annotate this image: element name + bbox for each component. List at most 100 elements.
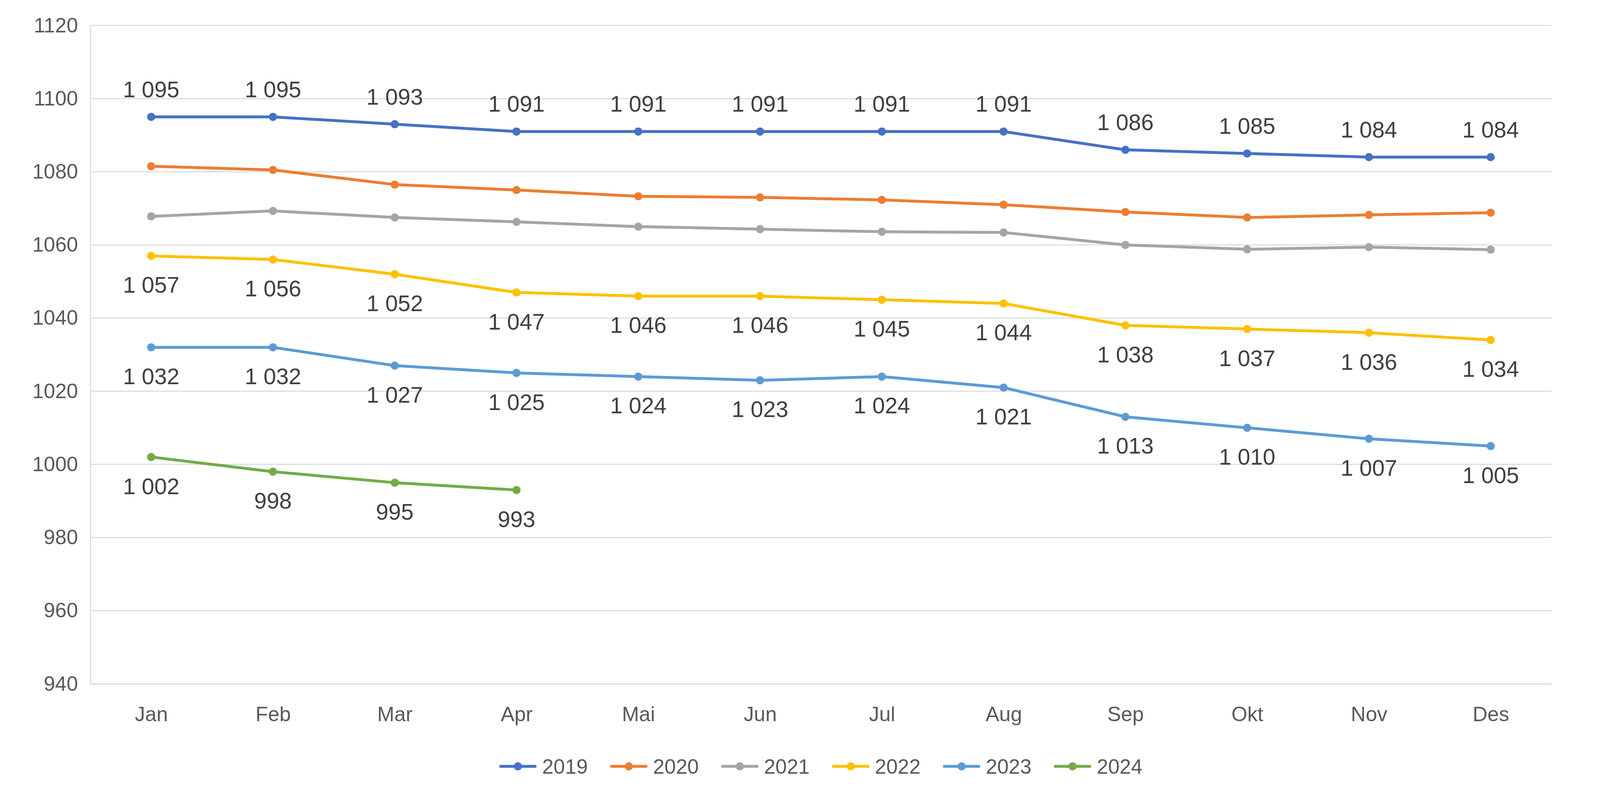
legend-marker xyxy=(957,762,966,771)
series-marker xyxy=(146,212,156,221)
data-label: 1 091 xyxy=(975,91,1032,117)
series-marker xyxy=(756,291,765,301)
grid-line xyxy=(90,536,1552,539)
data-label: 1 085 xyxy=(1219,113,1276,139)
series-marker xyxy=(999,228,1008,237)
series-marker xyxy=(877,372,886,381)
x-tick: Okt xyxy=(1231,683,1264,726)
legend-label: 2023 xyxy=(985,755,1032,779)
chart: 940 960 980 1000 1020 1040 1060 1080 1100 1120 Jan… xyxy=(0,0,1600,800)
data-label: 1 021 xyxy=(975,403,1032,430)
series-marker xyxy=(1242,423,1252,432)
series-marker xyxy=(756,375,765,385)
legend-label: 2021 xyxy=(763,755,810,779)
series-marker xyxy=(268,467,278,476)
series-line xyxy=(151,347,1491,447)
series-marker xyxy=(268,255,278,264)
grid xyxy=(90,25,1552,684)
data-label: 1 010 xyxy=(1219,444,1276,470)
series-marker xyxy=(146,343,156,352)
series-marker xyxy=(634,192,643,201)
data-label: 1 046 xyxy=(609,312,667,338)
grid-line xyxy=(90,463,1552,466)
legend-item: 2023 xyxy=(943,755,1032,779)
series-marker xyxy=(390,270,399,279)
y-tick: 1080 xyxy=(32,160,91,184)
y-tick: 1060 xyxy=(32,233,91,257)
series-marker xyxy=(146,453,156,462)
x-tick: Mai xyxy=(621,683,656,726)
data-label: 1 095 xyxy=(123,76,180,103)
legend-label: 2020 xyxy=(653,755,699,779)
y-tick-label: 980 xyxy=(43,525,78,549)
x-tick: Sep xyxy=(1107,683,1144,726)
data-label: 1 095 xyxy=(244,76,302,103)
series-marker xyxy=(1486,335,1495,344)
y-tick: 940 xyxy=(43,672,91,696)
x-tick-label: Feb xyxy=(255,702,291,726)
grid-line xyxy=(90,317,1552,319)
data-label: 1 086 xyxy=(1097,109,1154,136)
series-marker xyxy=(634,291,643,301)
x-tick-label: Nov xyxy=(1350,702,1388,726)
series-marker xyxy=(1121,240,1130,250)
x-tick-label: Mar xyxy=(377,702,413,726)
series-marker xyxy=(1121,412,1130,421)
y-tick: 1040 xyxy=(32,306,91,330)
data-label: 1 091 xyxy=(853,91,911,117)
series-marker xyxy=(512,185,521,195)
series-marker xyxy=(268,165,278,175)
legend: 201920202021202220232024 xyxy=(499,755,1143,779)
series-marker xyxy=(1364,434,1374,443)
series-marker xyxy=(512,288,521,297)
series-marker xyxy=(1364,328,1374,337)
y-tick: 1100 xyxy=(33,87,91,111)
legend-marker xyxy=(624,762,633,771)
series-marker xyxy=(999,200,1008,209)
data-label: 1 007 xyxy=(1340,455,1398,481)
y-tick-label: 1100 xyxy=(33,87,78,111)
y-tick-label: 1060 xyxy=(32,233,78,257)
x-tick-label: Apr xyxy=(500,702,533,726)
series-marker xyxy=(512,369,521,378)
series-marker xyxy=(390,361,399,370)
grid-line xyxy=(90,610,1552,612)
series-marker xyxy=(756,224,765,234)
x-tick: Mar xyxy=(377,683,413,726)
series-marker xyxy=(146,162,156,171)
data-label: 1 024 xyxy=(853,392,911,419)
x-tick: Feb xyxy=(255,683,291,726)
y-tick-label: 1020 xyxy=(32,379,78,403)
x-axis: JanFebMarAprMaiJunJulAugSepOktNovDes xyxy=(90,683,1552,726)
legend-label: 2024 xyxy=(1096,755,1143,779)
x-tick: Aug xyxy=(985,683,1023,726)
grid-line xyxy=(90,98,1552,100)
x-tick-label: Des xyxy=(1472,702,1510,726)
series-line xyxy=(151,116,1491,158)
plot-area xyxy=(146,112,1495,495)
x-axis-line xyxy=(90,683,1552,685)
x-tick: Apr xyxy=(500,683,533,726)
series-marker xyxy=(268,343,278,352)
data-label: 1 013 xyxy=(1097,433,1154,459)
y-tick: 960 xyxy=(43,598,91,622)
series-marker xyxy=(268,206,278,216)
data-label: 1 093 xyxy=(366,84,424,110)
data-label: 1 032 xyxy=(123,363,180,390)
legend-label: 2022 xyxy=(875,755,921,779)
data-label: 1 034 xyxy=(1462,356,1520,382)
x-tick-label: Jun xyxy=(743,702,778,726)
y-tick-label: 960 xyxy=(43,598,78,622)
grid-line xyxy=(90,244,1552,246)
y-tick-label: 1000 xyxy=(32,452,78,476)
data-label: 1 084 xyxy=(1340,116,1398,143)
series-line xyxy=(151,166,1491,218)
data-label: 1 024 xyxy=(609,392,667,419)
x-tick-label: Mai xyxy=(621,702,656,726)
data-label: 1 056 xyxy=(244,275,302,302)
x-tick: Jan xyxy=(135,683,169,726)
data-label: 995 xyxy=(375,499,414,525)
data-label: 993 xyxy=(497,506,536,532)
series-line xyxy=(151,210,1491,250)
y-tick: 1120 xyxy=(33,13,91,37)
